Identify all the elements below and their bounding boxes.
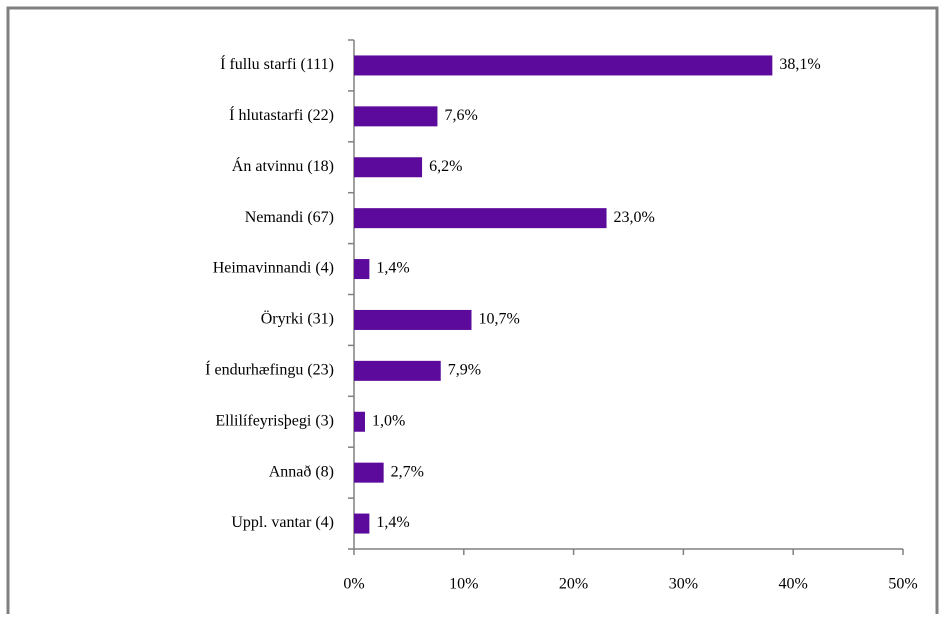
x-tick-label: 50% [888, 576, 917, 593]
bar [354, 360, 441, 381]
data-label: 1,4% [376, 260, 409, 277]
data-label: 7,9% [448, 362, 481, 379]
data-label: 7,6% [444, 107, 477, 124]
data-label: 10,7% [478, 311, 519, 328]
x-tick-label: 40% [779, 576, 808, 593]
y-tick-label: Ellilífeyrisþegi (3) [215, 412, 334, 429]
data-label: 23,0% [614, 209, 655, 226]
x-tick-label: 0% [343, 576, 364, 593]
y-tick-label: Í fullu starfi (111) [220, 54, 334, 73]
y-tick-label: Án atvinnu (18) [232, 156, 334, 175]
bar [354, 55, 773, 76]
y-tick-label: Heimavinnandi (4) [213, 260, 334, 277]
x-tick-label: 10% [449, 576, 478, 593]
bar [354, 259, 370, 280]
y-tick-label: Annað (8) [269, 463, 334, 480]
bar [354, 411, 365, 432]
y-tick-label: Í hlutastarfi (22) [229, 105, 334, 124]
data-label: 2,7% [391, 463, 424, 480]
y-tick-label: Öryrki (31) [261, 310, 334, 328]
bar [354, 462, 384, 483]
y-tick-label: Í endurhæfingu (23) [205, 360, 334, 379]
data-label: 38,1% [779, 56, 820, 73]
x-tick-label: 20% [559, 576, 588, 593]
data-label: 1,0% [372, 412, 405, 429]
bar [354, 309, 472, 330]
bar [354, 106, 438, 127]
bar [354, 208, 607, 229]
y-tick-label: Nemandi (67) [245, 209, 334, 226]
data-label: 6,2% [429, 158, 462, 175]
y-tick-label: Uppl. vantar (4) [231, 514, 334, 531]
bar [354, 513, 370, 534]
bar [354, 157, 423, 178]
x-tick-label: 30% [669, 576, 698, 593]
chart-frame [6, 6, 939, 619]
data-label: 1,4% [376, 514, 409, 531]
